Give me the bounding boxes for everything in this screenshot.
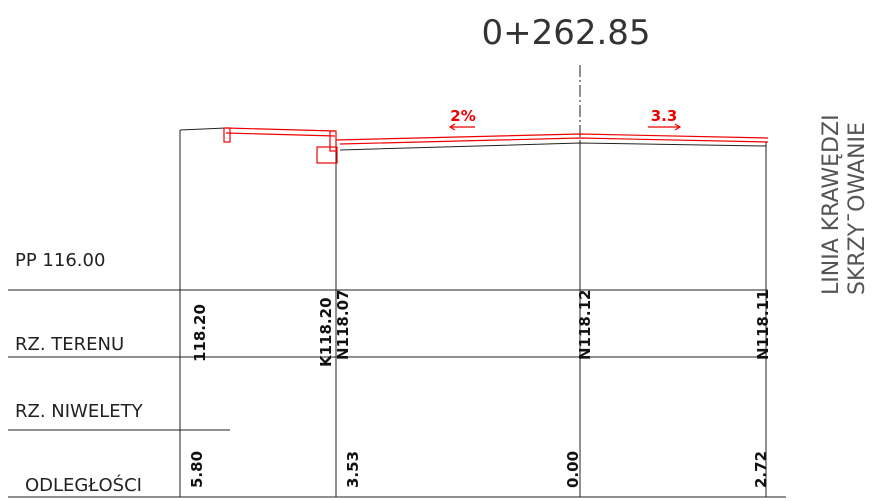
- terrain-label: N118.11: [754, 290, 772, 360]
- road-profile: 2% 3.3: [179, 107, 769, 164]
- title: 0+262.85: [481, 13, 650, 53]
- terrain-label: N118.07: [334, 290, 352, 360]
- side-label: LINIA KRAWĘDZI: [819, 114, 844, 295]
- distance-label: 0.00: [564, 451, 582, 488]
- terrain-label: K118.20: [317, 297, 335, 367]
- distance-label: 2.72: [752, 451, 770, 488]
- grid-lines: [8, 65, 786, 498]
- row-label: RZ. TERENU: [15, 334, 124, 355]
- row-label: RZ. NIWELETY: [15, 401, 144, 422]
- terrain-label: N118.12: [576, 290, 594, 360]
- terrain-label: 118.20: [191, 304, 209, 362]
- row-label: ODLEGŁOŚCI: [25, 474, 142, 496]
- side-label: SKRZY¯OWANIE: [845, 122, 870, 295]
- row-label: PP 116.00: [15, 250, 105, 271]
- distance-label: 5.80: [188, 451, 206, 488]
- distance-label: 3.53: [344, 451, 362, 488]
- slope-label: 2%: [450, 107, 475, 125]
- slope-label: 3.3: [651, 107, 678, 125]
